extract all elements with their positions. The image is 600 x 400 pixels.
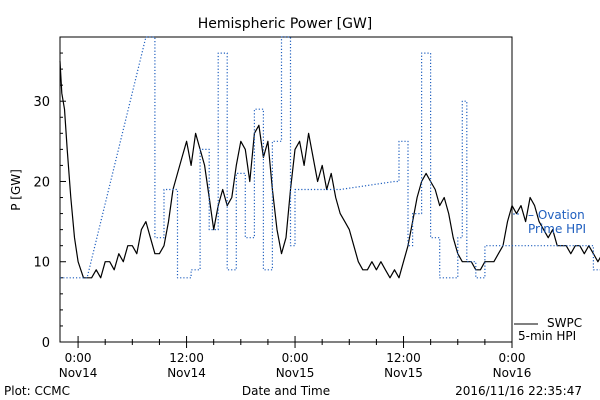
y-tick-label: 20 xyxy=(33,175,50,190)
x-tick-time: 0:00 xyxy=(65,351,92,365)
x-tick-date: Nov14 xyxy=(59,366,98,380)
x-tick-time: 12:00 xyxy=(169,351,204,365)
y-tick-label: 0 xyxy=(42,336,50,351)
y-axis-label: P [GW] xyxy=(9,169,23,211)
y-tick-label: 30 xyxy=(33,95,50,110)
series-layer xyxy=(59,36,600,279)
y-axis: 0 10 20 30 xyxy=(33,52,66,351)
x-tick-date: Nov16 xyxy=(493,366,532,380)
legend-ovation-line1: – Ovation xyxy=(528,208,585,222)
timestamp: 2016/11/16 22:35:47 xyxy=(455,384,582,398)
x-axis: 0:00Nov1412:00Nov140:00Nov1512:00Nov150:… xyxy=(59,336,532,380)
x-tick-time: 0:00 xyxy=(282,351,309,365)
x-axis-label: Date and Time xyxy=(242,384,330,398)
legend-swpc-line1: SWPC xyxy=(547,316,582,330)
legend-ovation-line2: Prime HPI xyxy=(528,222,586,236)
x-tick-date: Nov14 xyxy=(167,366,206,380)
x-tick-date: Nov15 xyxy=(384,366,423,380)
plot-credit: Plot: CCMC xyxy=(4,384,70,398)
legend-swpc-line2: 5-min HPI xyxy=(518,329,576,343)
x-tick-date: Nov15 xyxy=(276,366,315,380)
plot-area xyxy=(59,36,513,343)
y-tick-label: 10 xyxy=(33,256,50,271)
series-line-ovation xyxy=(60,36,600,279)
x-tick-time: 0:00 xyxy=(499,351,526,365)
x-tick-time: 12:00 xyxy=(386,351,421,365)
chart-title: Hemispheric Power [GW] xyxy=(198,16,373,32)
series-line-swpc xyxy=(59,61,600,279)
